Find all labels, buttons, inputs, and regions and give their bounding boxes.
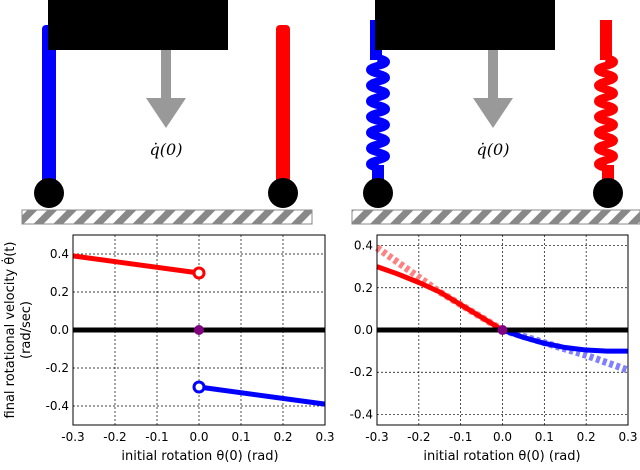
y-tick-label: 0.0 xyxy=(354,323,373,337)
x-tick-label: -0.2 xyxy=(103,430,126,444)
y-tick-label: 0.0 xyxy=(50,323,69,337)
velocity-label: q̇(0) xyxy=(150,140,183,159)
right-spring-top xyxy=(600,20,612,60)
series-blue-line xyxy=(501,327,628,354)
velocity-label: q̇(0) xyxy=(477,140,510,159)
y-tick-label: -0.4 xyxy=(46,399,69,413)
x-axis-title-right: initial rotation θ(0) (rad) xyxy=(423,449,580,464)
equilibrium-point xyxy=(194,325,204,335)
series-red-line xyxy=(376,264,504,333)
left-foot xyxy=(363,178,393,208)
spring-legs-chart: -0.3 -0.2 -0.1 0.0 0.1 0.2 0.3 0.4 0.2 0.0 -0.2 -0.… xyxy=(350,234,638,444)
open-marker-blue xyxy=(192,380,206,394)
x-tick-label: -0.2 xyxy=(407,430,430,444)
y-tick-label: 0.4 xyxy=(50,247,69,261)
y-axis-label: final rotational velocity θ̇(t) (rad/sec… xyxy=(2,242,34,419)
x-tick-label: 0.2 xyxy=(273,430,292,444)
down-arrow-icon xyxy=(146,50,186,128)
right-foot xyxy=(268,178,298,208)
plot-frame xyxy=(376,234,629,426)
rigid-legs-diagram: q̇(0) xyxy=(21,0,313,225)
x-tick-label: -0.3 xyxy=(61,430,84,444)
equilibrium-point xyxy=(497,325,508,335)
body-block xyxy=(375,0,555,50)
series-blue-line xyxy=(198,384,326,407)
x-tick-label: -0.1 xyxy=(145,430,168,444)
left-spring xyxy=(366,54,390,172)
y-tick-label: 0.2 xyxy=(354,281,373,295)
x-tick-label: 0.1 xyxy=(535,430,554,444)
rigid-legs-chart: -0.3 -0.2 -0.1 0.0 0.1 0.2 0.3 0.4 0.2 0.0 -0.2 -0.… xyxy=(46,234,335,444)
series-red-line xyxy=(72,253,200,276)
y-tick-label: -0.4 xyxy=(350,407,373,421)
x-tick-label: 0.3 xyxy=(315,430,334,444)
x-tick-label: 0.1 xyxy=(231,430,250,444)
down-arrow-icon xyxy=(473,50,513,128)
ground-hatch xyxy=(21,209,313,225)
y-tick-label: -0.2 xyxy=(46,361,69,375)
y-tick-label: -0.2 xyxy=(350,365,373,379)
plot-frame xyxy=(72,234,326,426)
right-rigid-leg xyxy=(276,25,290,185)
y-tick-label: 0.4 xyxy=(354,239,373,253)
y-tick-label: 0.2 xyxy=(50,285,69,299)
right-spring xyxy=(594,54,618,172)
y-axis-title: final rotational velocity θ̇(t) xyxy=(2,242,18,419)
x-tick-label: 0.0 xyxy=(189,430,208,444)
body-block xyxy=(48,0,228,50)
x-tick-label: 0.0 xyxy=(493,430,512,444)
x-axis-title-left: initial rotation θ(0) (rad) xyxy=(121,449,278,464)
right-foot xyxy=(593,178,623,208)
ground-hatch xyxy=(351,209,640,225)
spring-legs-diagram: q̇(0) xyxy=(351,0,640,225)
x-tick-label: 0.2 xyxy=(577,430,596,444)
y-axis-units: (rad/sec) xyxy=(19,301,34,359)
x-tick-label: -0.3 xyxy=(365,430,388,444)
left-foot xyxy=(34,178,64,208)
x-tick-label: -0.1 xyxy=(449,430,472,444)
open-marker-red xyxy=(192,266,206,280)
left-rigid-leg xyxy=(42,25,56,185)
x-tick-label: 0.3 xyxy=(618,430,637,444)
